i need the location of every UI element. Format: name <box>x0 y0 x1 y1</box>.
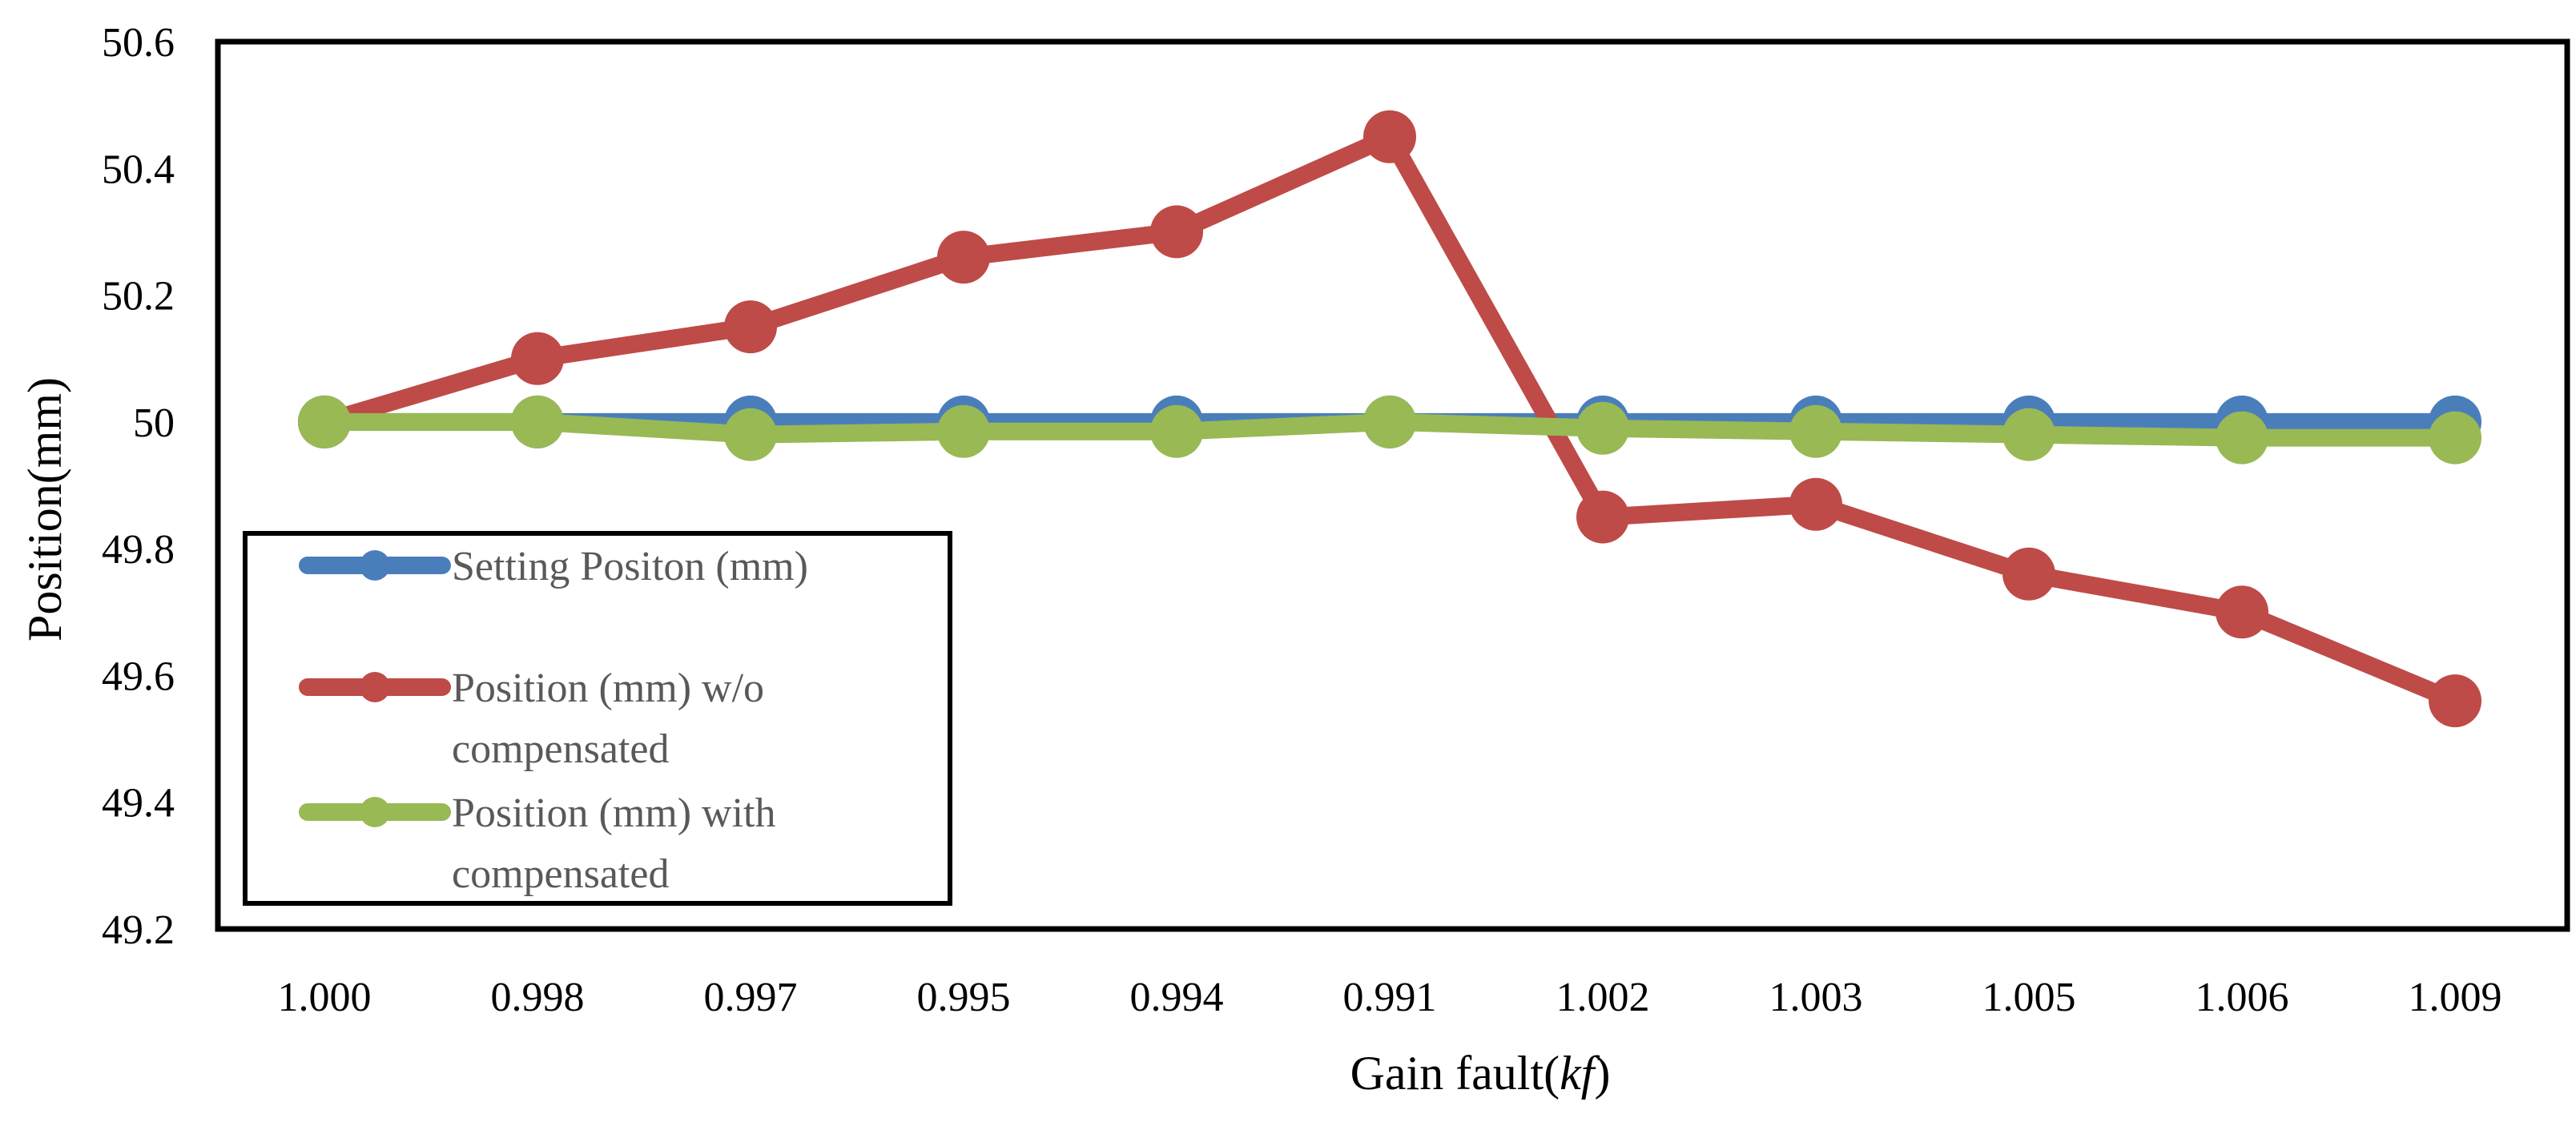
data-point <box>1576 401 1629 455</box>
y-tick-label: 49.2 <box>102 907 175 953</box>
legend-entry-setting: Setting Positon (mm) <box>299 544 808 589</box>
data-point <box>2216 411 2268 464</box>
legend-box <box>243 531 952 906</box>
x-tick-label: 0.991 <box>1343 975 1437 1020</box>
x-tick-label: 1.005 <box>1982 975 2076 1020</box>
y-tick-label: 50.2 <box>102 274 175 320</box>
legend-swatch-marker <box>360 797 390 827</box>
series-2 <box>298 110 2481 728</box>
data-point <box>1363 395 1416 448</box>
data-point <box>2002 408 2055 461</box>
series-layer <box>298 110 2481 728</box>
x-tick-label: 1.006 <box>2196 975 2289 1020</box>
data-point <box>937 231 990 284</box>
series-3 <box>298 395 2481 464</box>
x-tick-label: 0.998 <box>491 975 585 1020</box>
data-point <box>2002 547 2055 601</box>
data-point <box>1150 404 1203 458</box>
plot-area-border <box>215 38 2570 932</box>
x-tick-label: 1.009 <box>2409 975 2502 1020</box>
x-axis-title-italic: kf <box>1560 1047 1600 1100</box>
x-axis-title-main: Gain fault( <box>1350 1047 1560 1100</box>
data-point <box>2429 674 2481 728</box>
y-tick-label: 49.4 <box>102 781 175 826</box>
legend-label-line: Position (mm) with <box>452 790 775 836</box>
legend-label-line: compensated <box>452 851 669 897</box>
y-axis-title: Position(mm) <box>18 377 71 641</box>
data-point <box>511 332 564 385</box>
legend-label-line: compensated <box>452 726 669 772</box>
data-point <box>1789 404 1842 458</box>
y-tick-label: 49.6 <box>102 653 175 699</box>
x-tick-label: 0.995 <box>917 975 1011 1020</box>
x-tick-label: 1.003 <box>1769 975 1863 1020</box>
data-point <box>937 404 990 458</box>
data-point <box>2216 585 2268 639</box>
legend-label: Position (mm) w/o compensated <box>452 666 775 772</box>
x-tick-label: 1.000 <box>278 975 372 1020</box>
data-point <box>1789 477 1842 531</box>
y-axis-tick-labels: 49.2 49.4 49.6 49.8 50 50.2 50.4 50.6 <box>102 20 175 953</box>
data-point <box>1576 490 1629 544</box>
x-axis-tick-labels: 1.000 0.998 0.997 0.995 0.994 0.991 1.002 1.003… <box>278 975 2502 1020</box>
legend-label: Position (mm) with compensated <box>452 790 786 897</box>
legend-entry-with-compensation: Position (mm) with compensated <box>299 790 786 897</box>
data-point <box>298 395 351 448</box>
legend-swatch-marker <box>360 672 390 702</box>
x-axis-title: Gain fault(kf) <box>1350 1047 1611 1100</box>
legend-swatch-marker <box>360 550 390 581</box>
y-tick-label: 49.8 <box>102 527 175 573</box>
legend-label: Setting Positon (mm) <box>452 544 808 589</box>
data-point <box>1363 110 1416 163</box>
data-point <box>724 300 777 354</box>
x-axis-title-suffix: ) <box>1594 1047 1610 1100</box>
x-tick-label: 1.002 <box>1556 975 1650 1020</box>
legend-label-line: Position (mm) w/o <box>452 666 764 711</box>
data-point <box>511 395 564 448</box>
x-tick-label: 0.994 <box>1130 975 1224 1020</box>
data-point <box>1150 205 1203 259</box>
data-point <box>724 408 777 461</box>
data-point <box>2429 411 2481 464</box>
y-tick-label: 50 <box>133 400 175 446</box>
x-tick-label: 0.997 <box>704 975 798 1020</box>
legend: Setting Positon (mm) Position (mm) w/o c… <box>243 531 952 906</box>
legend-entry-without-compensation: Position (mm) w/o compensated <box>299 666 775 772</box>
y-tick-label: 50.4 <box>102 147 175 192</box>
y-tick-label: 50.6 <box>102 20 175 66</box>
